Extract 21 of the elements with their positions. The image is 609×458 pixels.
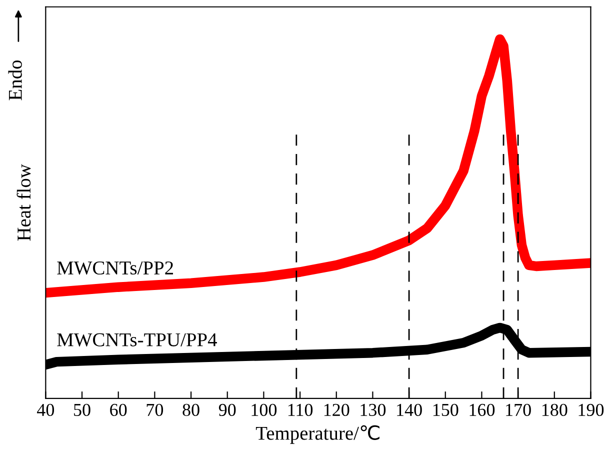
series-label: MWCNTs-TPU/PP4 [57, 333, 217, 346]
x-tick-label: 130 [360, 404, 386, 416]
x-tick-label: 110 [288, 404, 313, 416]
x-tick-label: 100 [252, 404, 277, 416]
series-label: MWCNTs/PP2 [57, 261, 173, 275]
x-tick-label: 170 [506, 404, 531, 416]
x-tick-label: 40 [37, 404, 54, 416]
x-tick-label: 60 [110, 404, 127, 416]
x-tick-label: 180 [542, 404, 568, 416]
x-tick-label: 50 [74, 404, 90, 416]
x-axis-title: Temperature/℃ [256, 425, 380, 444]
x-tick-label: 120 [324, 404, 350, 416]
x-tick-label: 150 [433, 404, 458, 416]
x-tick-label: 90 [218, 404, 236, 416]
x-tick-label: 160 [470, 404, 495, 416]
x-tick-label: 70 [146, 404, 164, 416]
text: Endo [8, 60, 22, 100]
y-axis-title: Heat flow [16, 164, 31, 241]
x-tick-label: 80 [182, 404, 200, 416]
x-tick-label: 140 [397, 404, 422, 416]
x-tick-label: 190 [578, 404, 604, 416]
